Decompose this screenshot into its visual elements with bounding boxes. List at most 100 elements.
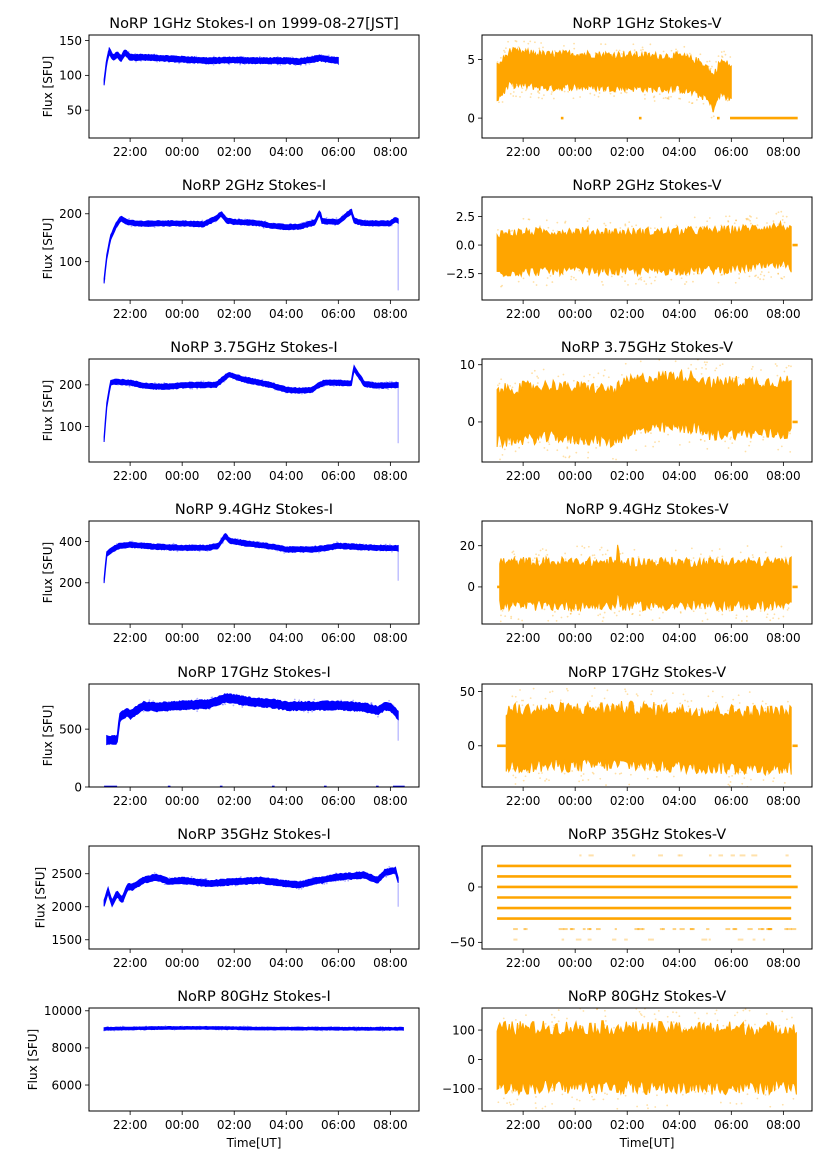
x-tick-label: 04:00 xyxy=(662,307,697,321)
data-point xyxy=(242,56,245,58)
x-tick-label: 04:00 xyxy=(662,1118,697,1132)
data-point xyxy=(393,872,396,875)
data-point xyxy=(135,60,137,63)
data-point xyxy=(635,224,638,227)
data-point xyxy=(513,928,518,931)
data-point xyxy=(115,226,118,229)
data-point xyxy=(602,1098,605,1101)
data-point xyxy=(601,553,604,556)
data-point xyxy=(787,607,790,610)
data-point xyxy=(587,545,590,548)
data-point xyxy=(569,612,572,615)
data-point xyxy=(173,1028,176,1031)
data-point xyxy=(546,87,549,89)
data-point xyxy=(514,1090,517,1093)
data-point xyxy=(685,281,688,283)
x-tick-label: 02:00 xyxy=(610,145,645,159)
data-point xyxy=(545,604,548,607)
data-point xyxy=(670,95,672,98)
data-point xyxy=(672,606,674,609)
data-point xyxy=(763,274,766,277)
data-point xyxy=(708,854,712,857)
data-point xyxy=(675,1011,678,1014)
data-point xyxy=(733,772,736,775)
data-point xyxy=(163,382,166,384)
data-point xyxy=(695,59,698,61)
data-point xyxy=(596,53,599,55)
data-point xyxy=(624,223,627,226)
data-point xyxy=(773,777,775,780)
x-tick-label: 06:00 xyxy=(321,307,356,321)
data-point xyxy=(546,449,549,452)
data-point xyxy=(704,612,707,615)
data-point xyxy=(535,1096,537,1098)
data-point xyxy=(792,1026,794,1028)
data-point xyxy=(782,615,785,618)
data-point xyxy=(571,1096,574,1099)
data-point xyxy=(662,97,665,100)
data-point xyxy=(706,60,709,63)
data-point xyxy=(715,701,717,704)
data-point xyxy=(604,1015,607,1018)
data-point xyxy=(707,65,710,68)
data-point xyxy=(720,274,723,276)
data-point xyxy=(754,1091,757,1094)
data-point xyxy=(240,694,243,697)
data-point xyxy=(196,387,199,390)
data-point xyxy=(170,549,173,551)
y-tick-label: 0 xyxy=(74,780,82,794)
data-point xyxy=(561,938,565,941)
data-point xyxy=(596,271,598,274)
data-point xyxy=(703,557,706,560)
data-point xyxy=(556,230,559,233)
data-point xyxy=(380,1026,382,1029)
data-point xyxy=(333,385,335,387)
data-point xyxy=(587,270,590,273)
data-point xyxy=(674,360,677,363)
data-point xyxy=(635,449,638,452)
data-point xyxy=(767,928,773,931)
data-point xyxy=(648,938,654,941)
data-point xyxy=(706,928,710,931)
y-tick-label: 0 xyxy=(467,580,475,594)
data-point xyxy=(695,226,698,229)
data-point xyxy=(153,226,156,229)
data-point xyxy=(781,788,783,790)
data-point xyxy=(678,1015,681,1018)
data-point xyxy=(621,275,623,278)
data-point xyxy=(740,1102,743,1105)
data-point xyxy=(603,697,606,700)
data-point xyxy=(774,1088,777,1091)
data-point xyxy=(254,224,257,227)
data-point xyxy=(640,431,642,434)
data-point xyxy=(650,608,653,611)
data-point xyxy=(573,1107,575,1110)
data-point xyxy=(620,92,623,94)
data-point xyxy=(659,928,664,931)
data-point xyxy=(624,224,627,227)
data-point xyxy=(190,875,193,878)
data-point xyxy=(134,52,137,55)
data-point xyxy=(602,284,604,286)
data-point xyxy=(262,226,265,229)
data-point xyxy=(534,41,536,44)
data-point xyxy=(627,1026,630,1029)
data-point xyxy=(616,1087,619,1090)
data-point xyxy=(769,1105,772,1108)
data-point xyxy=(706,618,709,621)
axes-frame xyxy=(88,1007,420,1112)
data-point xyxy=(509,92,512,95)
data-point xyxy=(746,218,748,221)
data-point xyxy=(519,689,521,691)
data-point xyxy=(566,1087,569,1090)
data-point xyxy=(530,93,533,95)
data-point xyxy=(510,615,513,618)
data-point xyxy=(503,448,506,451)
data-point xyxy=(778,1024,781,1027)
x-tick-label: 02:00 xyxy=(217,307,252,321)
data-point xyxy=(373,386,375,389)
y-tick-label: 400 xyxy=(59,535,82,549)
data-point xyxy=(748,215,751,217)
x-tick-label: 04:00 xyxy=(662,145,697,159)
data-point xyxy=(122,900,125,903)
